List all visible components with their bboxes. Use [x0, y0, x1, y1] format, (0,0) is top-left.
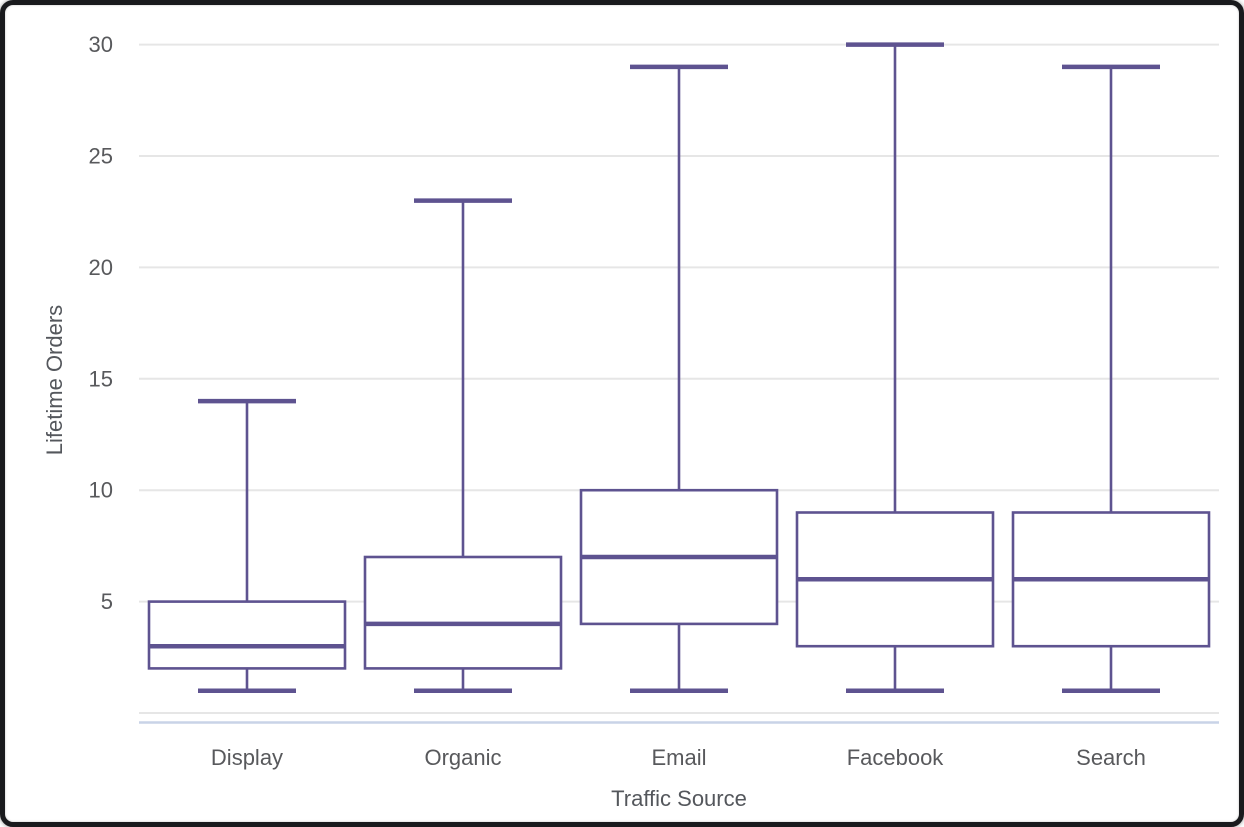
x-axis-title: Traffic Source: [611, 786, 747, 811]
boxplot-organic[interactable]: [363, 198, 563, 693]
y-tick-label-20: 20: [89, 255, 113, 280]
iqr-box[interactable]: [363, 555, 563, 670]
x-category-label-facebook: Facebook: [847, 745, 945, 770]
y-axis-title: Lifetime Orders: [42, 304, 67, 456]
y-tick-label-10: 10: [89, 478, 113, 503]
iqr-box[interactable]: [147, 600, 347, 670]
x-category-label-email: Email: [651, 745, 706, 770]
boxplot-search[interactable]: [1011, 64, 1211, 693]
y-tick-label-5: 5: [101, 589, 113, 614]
y-tick-label-30: 30: [89, 32, 113, 57]
y-tick-label-15: 15: [89, 366, 113, 391]
boxplot-facebook[interactable]: [795, 42, 995, 693]
x-category-label-organic: Organic: [424, 745, 501, 770]
y-tick-label-25: 25: [89, 144, 113, 169]
boxplot-display[interactable]: [147, 398, 347, 693]
x-category-label-search: Search: [1076, 745, 1146, 770]
boxplot-email[interactable]: [579, 64, 779, 693]
x-category-label-display: Display: [211, 745, 283, 770]
